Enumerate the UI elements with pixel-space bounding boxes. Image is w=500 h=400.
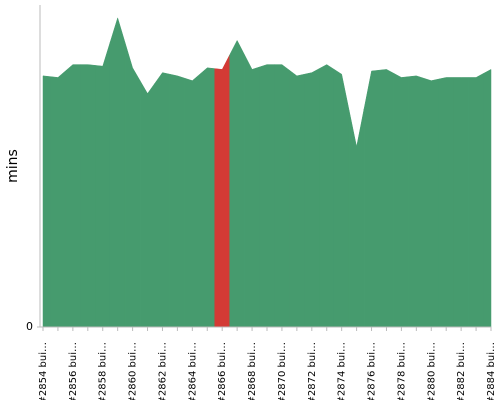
x-tick-label: #2870 bui… <box>277 342 288 400</box>
x-tick-label: #2880 bui… <box>426 342 437 400</box>
area-segment <box>124 42 141 328</box>
area-segment <box>393 73 410 328</box>
area-segment <box>438 77 454 328</box>
area-segment <box>468 73 484 328</box>
area-segment <box>423 77 439 328</box>
x-tick-label: #2866 bui… <box>217 342 228 400</box>
area-segment <box>378 69 395 328</box>
area-segment <box>244 54 260 328</box>
x-tick-label: #2864 bui… <box>187 342 198 400</box>
area-segment <box>199 67 215 328</box>
x-tick-label: #2882 bui… <box>456 342 467 400</box>
area-segment <box>274 64 290 328</box>
area-segment <box>80 64 96 328</box>
area-segment <box>65 64 81 328</box>
x-tick-label: #2872 bui… <box>307 342 318 400</box>
area-segment <box>184 73 201 328</box>
area-segment <box>453 77 469 328</box>
area-segment <box>42 75 51 328</box>
area-segment <box>50 70 66 328</box>
area-segment <box>259 64 275 328</box>
area-segment <box>319 64 335 328</box>
x-tick-label: #2884 bui… <box>486 342 497 400</box>
area-segment <box>229 39 245 328</box>
area-segment <box>333 68 350 328</box>
area-segment <box>348 108 365 328</box>
area-segment <box>289 69 305 328</box>
area-segment <box>154 72 171 328</box>
x-tick-label: #2876 bui… <box>367 342 378 400</box>
y-axis-label: mins <box>5 149 21 183</box>
x-tick-label: #2860 bui… <box>128 342 139 400</box>
area-segment <box>408 75 425 328</box>
area-segment <box>95 41 111 328</box>
area-segment <box>214 54 230 328</box>
x-tick-label: #2858 bui… <box>98 342 109 400</box>
area-segment <box>109 17 126 328</box>
x-tick-label: #2854 bui… <box>38 342 49 400</box>
x-tick-label: #2856 bui… <box>68 342 79 400</box>
x-tick-label: #2878 bui… <box>396 342 407 400</box>
area-segment <box>483 68 492 328</box>
x-tick-label: #2868 bui… <box>247 342 258 400</box>
area-segment <box>363 69 380 328</box>
area-segment <box>139 79 156 328</box>
y-tick-label: 0 <box>26 320 33 333</box>
area-segment <box>304 68 320 328</box>
x-tick-label: #2862 bui… <box>157 342 168 400</box>
x-tick-label: #2874 bui… <box>337 342 348 400</box>
area-segment <box>169 73 186 328</box>
